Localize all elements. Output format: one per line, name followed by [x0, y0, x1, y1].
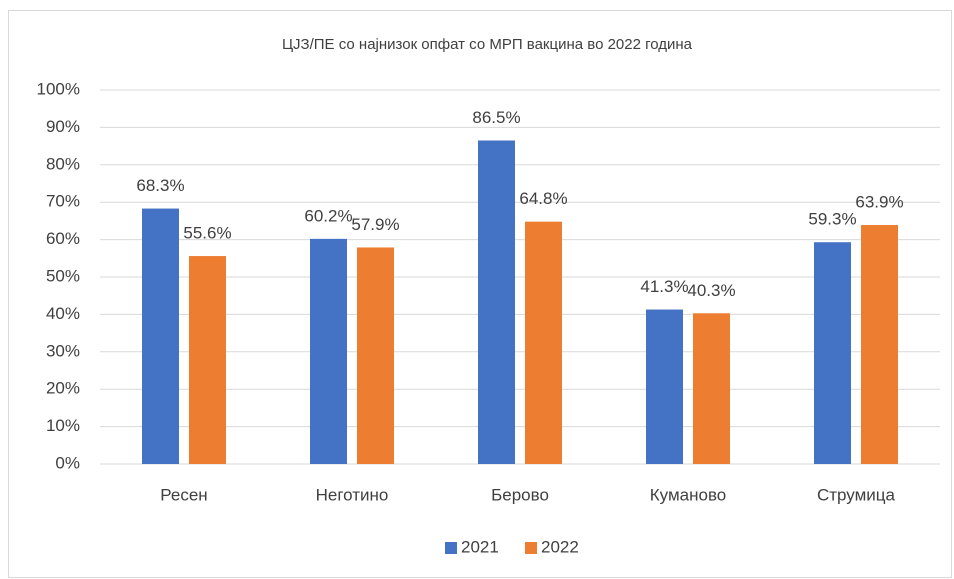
- data-label: 86.5%: [472, 108, 520, 127]
- y-tick-label: 0%: [55, 453, 80, 472]
- bar: [525, 221, 562, 464]
- bar: [693, 313, 730, 464]
- legend-label: 2022: [541, 537, 579, 556]
- bar: [814, 242, 851, 464]
- data-label: 63.9%: [855, 192, 903, 211]
- bar: [861, 225, 898, 464]
- x-tick-label: Берово: [491, 485, 549, 504]
- data-label: 68.3%: [136, 176, 184, 195]
- x-tick-label: Неготино: [316, 485, 389, 504]
- chart-title: ЦЈЗ/ПЕ со најнизок опфат со МРП вакцина …: [282, 36, 693, 53]
- x-tick-label: Куманово: [650, 485, 727, 504]
- data-label: 41.3%: [640, 277, 688, 296]
- y-tick-label: 60%: [46, 229, 80, 248]
- y-tick-label: 80%: [46, 154, 80, 173]
- data-label: 59.3%: [808, 210, 856, 229]
- bar: [142, 208, 179, 464]
- legend-swatch: [525, 542, 537, 554]
- data-label: 55.6%: [183, 224, 231, 243]
- bar: [310, 238, 347, 464]
- y-tick-label: 10%: [46, 416, 80, 435]
- legend-swatch: [445, 542, 457, 554]
- y-tick-label: 70%: [46, 192, 80, 211]
- y-tick-label: 20%: [46, 379, 80, 398]
- y-tick-label: 30%: [46, 341, 80, 360]
- y-tick-label: 100%: [37, 79, 80, 98]
- data-label: 64.8%: [519, 189, 567, 208]
- data-label: 40.3%: [687, 281, 735, 300]
- y-tick-label: 90%: [46, 117, 80, 136]
- x-tick-label: Ресен: [160, 485, 207, 504]
- bar: [646, 309, 683, 464]
- data-label: 60.2%: [304, 206, 352, 225]
- bar: [189, 256, 226, 464]
- y-tick-label: 50%: [46, 266, 80, 285]
- x-tick-label: Струмица: [817, 485, 896, 504]
- data-label: 57.9%: [351, 215, 399, 234]
- bar: [357, 247, 394, 464]
- legend-label: 2021: [461, 537, 499, 556]
- bar: [478, 140, 515, 465]
- y-tick-label: 40%: [46, 304, 80, 323]
